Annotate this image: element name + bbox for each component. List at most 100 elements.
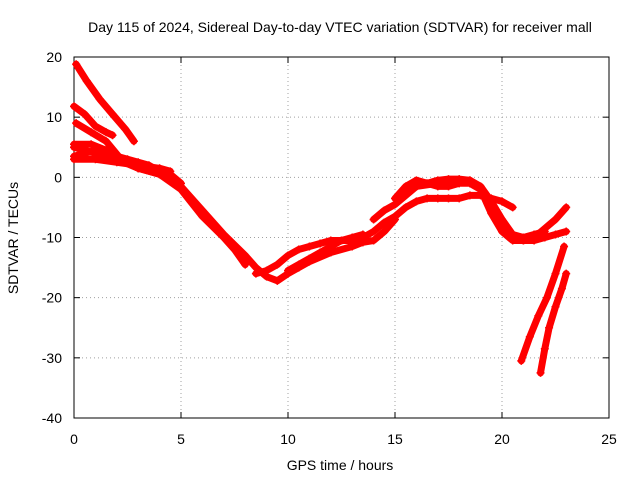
- chart-title: Day 115 of 2024, Sidereal Day-to-day VTE…: [88, 19, 592, 35]
- data-point-marker: [525, 332, 534, 341]
- data-point-marker: [273, 276, 282, 285]
- data-point-marker: [498, 197, 506, 206]
- data-point-marker: [412, 182, 421, 191]
- y-tick-label: 10: [46, 109, 62, 125]
- data-point-marker: [433, 194, 442, 203]
- series-sat-l: [401, 176, 549, 242]
- data-point-marker: [412, 197, 421, 206]
- data-point-marker: [198, 212, 207, 221]
- y-tick-label: -20: [42, 290, 62, 306]
- data-point-marker: [294, 245, 303, 254]
- data-point-marker: [380, 227, 389, 236]
- y-tick-label: 20: [46, 49, 62, 65]
- data-point-marker: [498, 215, 506, 224]
- data-point-marker: [284, 251, 292, 260]
- data-point-marker: [177, 179, 185, 188]
- x-tick-label: 15: [387, 431, 403, 447]
- data-point-marker: [337, 236, 346, 245]
- data-point-marker: [542, 293, 551, 302]
- data-point-marker: [305, 242, 314, 251]
- series-line: [70, 155, 174, 175]
- series-line: [284, 191, 517, 275]
- data-point-marker: [121, 125, 130, 134]
- x-tick-label: 25: [601, 431, 617, 447]
- grid: [74, 57, 609, 418]
- x-axis-label: GPS time / hours: [287, 457, 394, 473]
- data-point-marker: [241, 260, 250, 269]
- data-point-marker: [380, 218, 389, 227]
- data-point-marker: [91, 122, 100, 131]
- data-series: [70, 60, 571, 377]
- y-tick-labels: 20 10 0 -10 -20 -30 -40: [42, 49, 62, 426]
- data-point-marker: [540, 227, 549, 236]
- data-point-marker: [112, 158, 121, 167]
- data-point-marker: [316, 239, 325, 248]
- data-point-marker: [562, 203, 571, 212]
- series-sat-g: [70, 155, 175, 176]
- data-point-marker: [369, 236, 378, 245]
- data-point-marker: [465, 176, 474, 185]
- data-point-marker: [540, 344, 549, 353]
- data-point-marker: [95, 95, 104, 104]
- data-point-marker: [326, 242, 335, 251]
- data-point-marker: [87, 128, 96, 137]
- data-point-marker: [91, 155, 100, 164]
- data-point-marker: [273, 260, 282, 269]
- data-point-marker: [380, 206, 389, 215]
- data-point-marker: [102, 146, 111, 155]
- data-point-marker: [102, 128, 111, 137]
- y-tick-label: -40: [42, 410, 62, 426]
- series-sat-b: [70, 102, 117, 140]
- data-point-marker: [423, 194, 432, 203]
- data-point-marker: [108, 110, 117, 119]
- data-point-marker: [80, 110, 89, 119]
- data-point-marker: [251, 269, 260, 278]
- data-point-marker: [476, 182, 485, 191]
- data-point-marker: [444, 194, 453, 203]
- data-point-marker: [530, 230, 539, 239]
- data-point-marker: [551, 269, 560, 278]
- x-tick-label: 10: [280, 431, 296, 447]
- data-point-marker: [551, 302, 560, 311]
- y-axis-label: SDTVAR / TECUs: [5, 182, 21, 294]
- data-point-marker: [562, 269, 571, 278]
- x-tick-labels: 0 5 10 15 20 25: [70, 431, 617, 447]
- data-point-marker: [401, 185, 410, 194]
- data-point-marker: [129, 137, 138, 146]
- y-tick-label: -10: [42, 230, 62, 246]
- data-point-marker: [487, 197, 496, 206]
- series-sat-i: [284, 191, 517, 275]
- data-point-marker: [219, 233, 228, 242]
- y-tick-label: -30: [42, 350, 62, 366]
- data-point-marker: [70, 140, 78, 149]
- data-point-marker: [284, 266, 292, 275]
- data-point-marker: [517, 356, 526, 365]
- data-point-marker: [358, 233, 367, 242]
- data-point-marker: [70, 155, 78, 164]
- data-point-marker: [560, 242, 569, 251]
- data-point-marker: [262, 266, 271, 275]
- data-point-marker: [230, 245, 239, 254]
- data-point-marker: [508, 230, 517, 239]
- series-sat-n: [536, 269, 571, 377]
- data-point-marker: [545, 323, 554, 332]
- data-point-marker: [369, 227, 378, 236]
- data-point-marker: [316, 248, 325, 257]
- data-point-marker: [465, 191, 474, 200]
- y-tick-label: 0: [54, 169, 62, 185]
- data-point-marker: [70, 102, 78, 111]
- data-point-marker: [562, 227, 571, 236]
- x-tick-label: 0: [70, 431, 78, 447]
- data-point-marker: [108, 131, 117, 140]
- data-point-marker: [102, 137, 111, 146]
- x-tick-label: 20: [494, 431, 510, 447]
- data-point-marker: [87, 140, 96, 149]
- data-point-marker: [519, 233, 528, 242]
- series-line: [70, 143, 399, 285]
- series-sat-a: [72, 60, 138, 146]
- data-point-marker: [391, 212, 399, 221]
- data-point-marker: [82, 77, 91, 86]
- data-point-marker: [166, 167, 175, 176]
- series-sat-m: [517, 242, 569, 365]
